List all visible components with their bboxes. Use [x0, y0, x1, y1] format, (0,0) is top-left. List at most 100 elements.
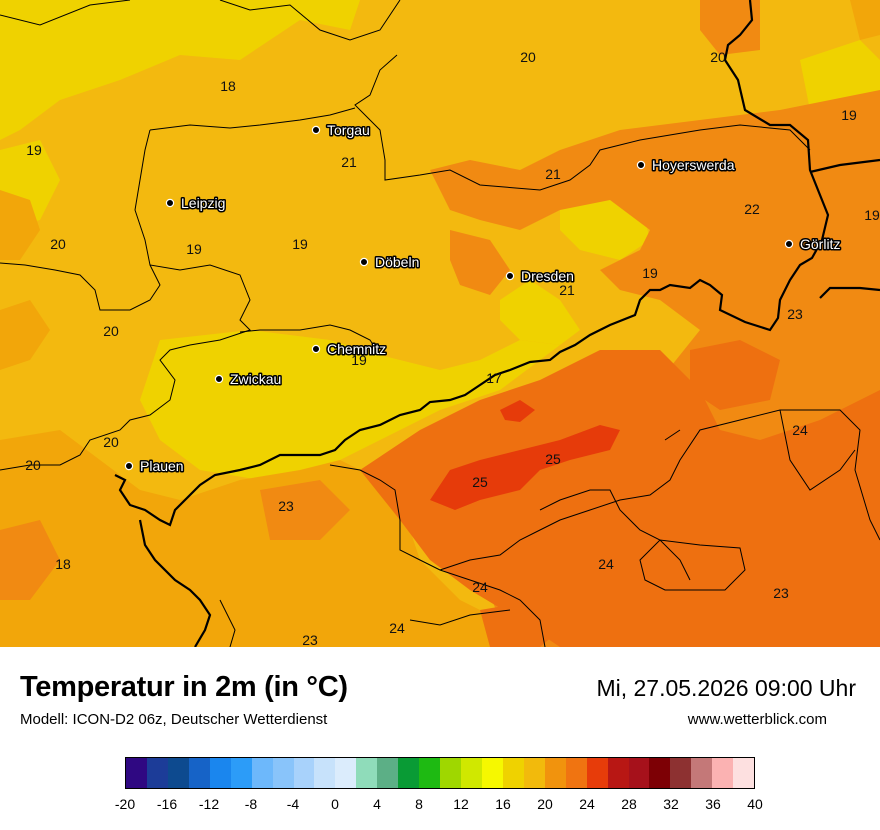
color-scale-segment	[502, 758, 524, 788]
city-dot	[359, 257, 369, 267]
city-label: Dresden	[521, 268, 574, 284]
color-scale-segment	[649, 758, 671, 788]
temperature-value: 21	[545, 166, 561, 182]
color-scale-segment	[523, 758, 545, 788]
color-scale-segment	[335, 758, 357, 788]
color-scale-segment	[209, 758, 231, 788]
temperature-value: 20	[50, 236, 66, 252]
color-scale-segment	[461, 758, 482, 788]
color-scale-segment	[586, 758, 608, 788]
city-dot	[214, 374, 224, 384]
city-label: Döbeln	[375, 254, 419, 270]
color-scale-tick-label: 0	[331, 796, 339, 812]
color-scale-tick-label: -12	[198, 796, 220, 812]
color-scale-segment	[544, 758, 566, 788]
temperature-value: 23	[302, 632, 318, 647]
color-scale-tick-label: 12	[453, 796, 469, 812]
temperature-value: 23	[787, 306, 803, 322]
city-dot	[165, 198, 175, 208]
color-scale-segment	[230, 758, 252, 788]
city-label: Hoyerswerda	[652, 157, 735, 173]
color-scale-segment	[126, 758, 147, 788]
city-dot	[505, 271, 515, 281]
color-scale-segment	[712, 758, 734, 788]
temperature-value: 25	[472, 474, 488, 490]
city-label: Leipzig	[181, 195, 225, 211]
color-scale-tick-label: -16	[156, 796, 178, 812]
temperature-value: 22	[744, 201, 760, 217]
color-scale-segment	[691, 758, 713, 788]
city-dot	[636, 160, 646, 170]
city-dot	[784, 239, 794, 249]
temperature-value: 23	[773, 585, 789, 601]
color-scale-tick-label: 24	[579, 796, 595, 812]
temperature-value: 20	[520, 49, 536, 65]
valid-datetime: Mi, 27.05.2026 09:00 Uhr	[596, 675, 856, 701]
color-scale-segment	[607, 758, 629, 788]
color-scale-segment	[293, 758, 315, 788]
temperature-value: 19	[186, 241, 202, 257]
temperature-value: 21	[341, 154, 357, 170]
color-scale-segment	[733, 758, 755, 788]
district-borders	[0, 0, 880, 647]
color-scale-tick-label: 20	[537, 796, 553, 812]
color-scale-segment	[146, 758, 168, 788]
temperature-value: 24	[472, 579, 488, 595]
city-dot	[311, 125, 321, 135]
color-scale-segment	[398, 758, 420, 788]
color-scale-segment	[628, 758, 650, 788]
color-scale-segment	[419, 758, 441, 788]
map-footer: Temperatur in 2m (in °C) Modell: ICON-D2…	[0, 647, 880, 830]
city-dot	[311, 344, 321, 354]
city-label: Plauen	[140, 458, 184, 474]
color-scale-tick-label: 16	[495, 796, 511, 812]
color-scale-tick-label: 28	[621, 796, 637, 812]
temperature-value: 19	[292, 236, 308, 252]
city-markers: Torgau Hoyerswerda Leipzig Döbeln Dresden Gör…	[124, 121, 842, 476]
color-scale-segment	[356, 758, 378, 788]
color-scale-tick-label: -20	[114, 796, 136, 812]
temperature-value: 24	[598, 556, 614, 572]
color-scale-tick-label: -4	[286, 796, 300, 812]
temperature-map: Torgau Hoyerswerda Leipzig Döbeln Dresden Gör…	[0, 0, 880, 647]
temperature-value: 18	[220, 78, 236, 94]
color-scale-tick-label: 4	[373, 796, 381, 812]
color-scale-segment	[251, 758, 273, 788]
color-scale-segment	[167, 758, 189, 788]
city-label: Zwickau	[230, 371, 281, 387]
city-label: Torgau	[327, 122, 370, 138]
temperature-value: 19	[864, 207, 880, 223]
temperature-value: 18	[55, 556, 71, 572]
city-label: Görlitz	[800, 236, 840, 252]
temperature-values: 20 20 18 19 19 21 21 22 19 20 19 19 21 20 19 23 19 17 24 20…	[25, 49, 880, 647]
color-scale-bar	[125, 757, 755, 789]
color-scale-tick-label: 8	[415, 796, 423, 812]
map-title: Temperatur in 2m (in °C)	[20, 671, 348, 703]
city-dot	[124, 461, 134, 471]
website-link[interactable]: www.wetterblick.com	[687, 711, 827, 728]
color-scale-tick-label: 36	[705, 796, 721, 812]
temperature-value: 20	[103, 434, 119, 450]
temp-field-24	[360, 340, 880, 647]
temperature-value: 24	[389, 620, 405, 636]
color-scale-tick-label: -8	[244, 796, 258, 812]
temperature-value: 19	[351, 352, 367, 368]
color-scale-tick-label: 40	[747, 796, 763, 812]
temperature-value: 24	[792, 422, 808, 438]
temperature-value: 19	[26, 142, 42, 158]
color-scale-tick-label: 32	[663, 796, 679, 812]
color-scale-segment	[481, 758, 503, 788]
color-scale-segment	[314, 758, 336, 788]
temperature-value: 17	[486, 370, 502, 386]
temperature-value: 20	[710, 49, 726, 65]
city-label: Chemnitz	[327, 341, 386, 357]
temperature-value: 20	[25, 457, 41, 473]
color-scale-segment	[440, 758, 461, 788]
color-scale-segment	[188, 758, 210, 788]
temperature-value: 21	[559, 282, 575, 298]
temperature-value: 23	[278, 498, 294, 514]
temperature-value: 25	[545, 451, 561, 467]
temperature-value: 19	[642, 265, 658, 281]
temp-field-26	[430, 400, 620, 510]
color-scale-segment	[670, 758, 692, 788]
